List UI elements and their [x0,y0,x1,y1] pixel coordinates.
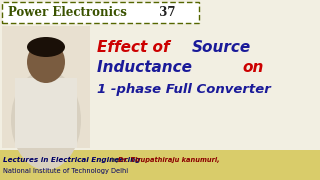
Text: Source: Source [192,39,251,55]
Bar [2,26,90,148]
Text: National Institute of Technology Delhi: National Institute of Technology Delhi [3,168,128,174]
Text: Power Electronics: Power Electronics [8,6,127,19]
Ellipse shape [11,70,81,170]
Text: Dr. Tirupathiraju kanumuri,: Dr. Tirupathiraju kanumuri, [118,157,220,163]
Text: 1 -phase Full Converter: 1 -phase Full Converter [97,84,271,96]
Text: by: by [109,157,121,163]
Ellipse shape [27,37,65,57]
Bar [0,150,320,180]
Text: Effect of: Effect of [97,39,175,55]
Text: Lectures in Electrical Engineering: Lectures in Electrical Engineering [3,157,140,163]
Text: Inductance: Inductance [97,60,197,75]
FancyBboxPatch shape [2,2,199,23]
Text: 37: 37 [155,6,175,19]
Ellipse shape [27,41,65,83]
Text: on: on [242,60,263,75]
Bar [15,78,77,148]
